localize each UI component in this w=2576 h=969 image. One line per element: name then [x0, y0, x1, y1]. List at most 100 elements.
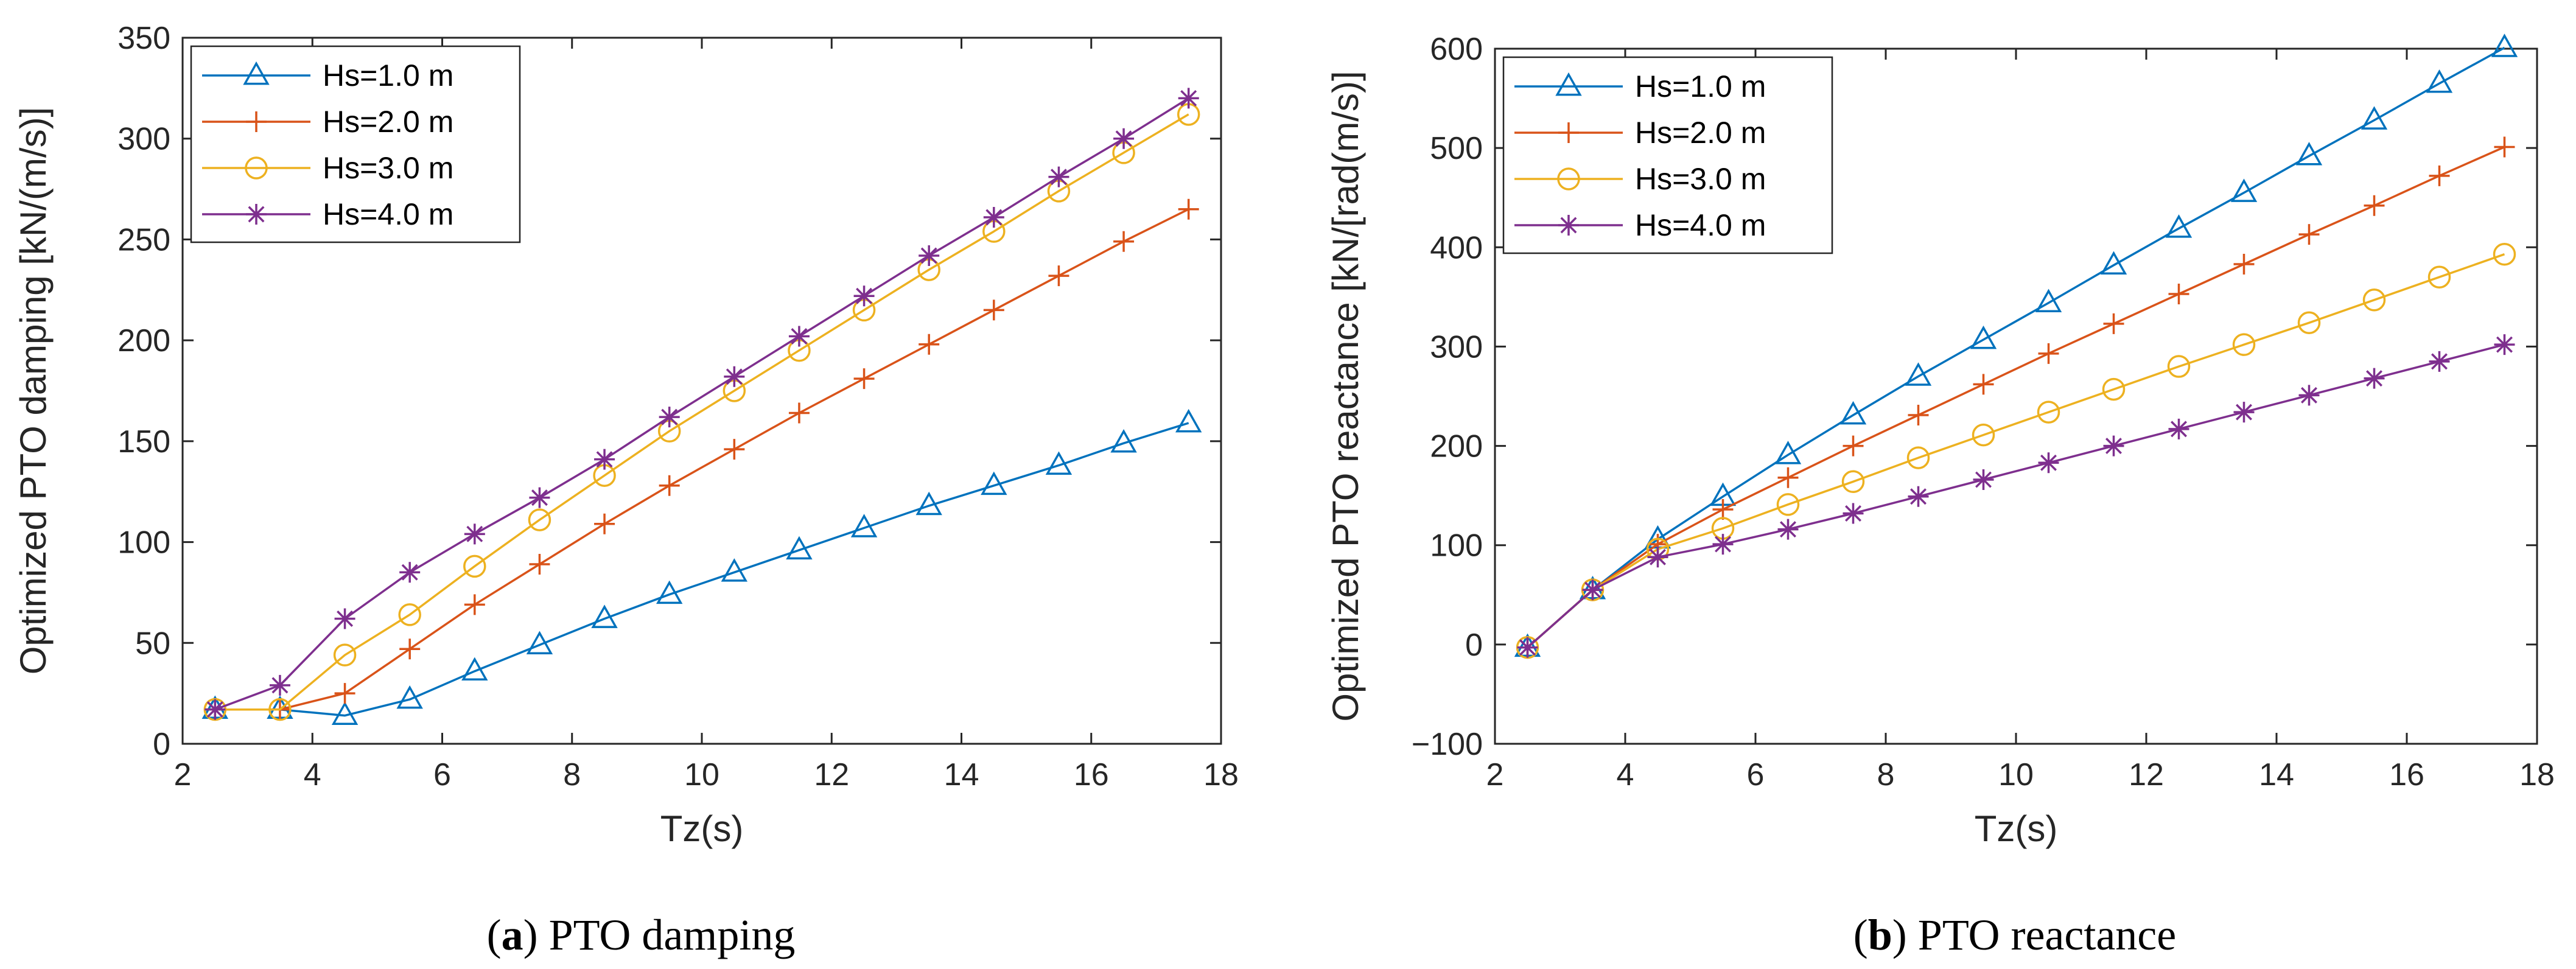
x-axis-title: Tz(s): [1975, 808, 2058, 849]
y-tick-label: 250: [117, 222, 170, 257]
data-point: [788, 326, 810, 347]
y-tick-label: 500: [1430, 131, 1483, 166]
x-tick-label: 12: [2129, 757, 2164, 792]
data-point: [1776, 493, 1800, 516]
x-tick-label: 10: [1998, 757, 2034, 792]
series-line: [1527, 46, 2505, 649]
data-point: [1647, 547, 1668, 568]
x-tick-label: 12: [814, 757, 849, 792]
series-3: [203, 103, 1200, 721]
data-point: [2429, 351, 2450, 372]
data-point: [333, 643, 357, 666]
y-tick-label: −100: [1412, 727, 1483, 762]
x-tick-label: 18: [2519, 757, 2555, 792]
data-point: [2362, 289, 2386, 312]
figure-caption: (a) PTO damping: [487, 911, 796, 959]
y-tick-label: 0: [1465, 628, 1483, 663]
x-tick-label: 14: [2259, 757, 2294, 792]
legend-marker: [245, 156, 268, 180]
data-point: [2232, 333, 2256, 356]
data-point: [724, 439, 745, 460]
y-tick-label: 300: [1430, 329, 1483, 365]
data-point: [399, 562, 421, 583]
y-tick-label: 100: [117, 525, 170, 561]
y-axis-title: Optimized PTO reactance [kN/[rad(m/s)]: [1325, 71, 1366, 721]
data-point: [2038, 343, 2059, 364]
y-tick-label: 50: [135, 626, 170, 661]
caption-letter: a: [502, 911, 523, 959]
data-point: [1843, 503, 1864, 524]
x-tick-label: 2: [1486, 757, 1504, 792]
data-point: [915, 491, 942, 516]
series-line: [215, 113, 1189, 711]
legend-entry: Hs=4.0 m: [1635, 208, 1766, 242]
data-point: [2168, 418, 2189, 439]
data-point: [594, 449, 615, 470]
data-point: [1110, 429, 1137, 453]
data-point: [2494, 334, 2515, 355]
series-line: [1527, 145, 2505, 649]
data-point: [1841, 470, 1865, 494]
series-3: [1516, 242, 2516, 659]
legend-box: [190, 45, 521, 243]
data-point: [919, 334, 940, 355]
data-point: [1178, 198, 1199, 220]
series-line: [214, 97, 1189, 711]
data-point: [2494, 136, 2515, 158]
data-point: [853, 368, 875, 390]
legend-marker: [1557, 167, 1580, 191]
data-point: [919, 245, 940, 266]
data-point: [2364, 368, 2385, 389]
caption-letter: b: [1868, 911, 1892, 959]
legend-marker: [246, 111, 267, 132]
legend-entry: Hs=1.0 m: [1635, 69, 1766, 103]
legend-marker: [1555, 72, 1582, 96]
x-tick-label: 4: [304, 757, 321, 792]
data-point: [2298, 385, 2320, 406]
data-point: [2035, 289, 2062, 312]
data-point: [1777, 467, 1799, 488]
data-point: [2103, 435, 2124, 457]
data-point: [1178, 88, 1199, 109]
data-point: [2429, 165, 2450, 186]
x-tick-label: 18: [1203, 757, 1239, 792]
data-point: [721, 558, 748, 582]
data-point: [591, 604, 618, 628]
data-point: [1774, 441, 1802, 464]
y-tick-label: 350: [117, 21, 170, 56]
x-tick-label: 8: [1877, 757, 1895, 792]
data-point: [2426, 69, 2453, 93]
data-point: [2037, 401, 2060, 424]
data-point: [269, 674, 290, 696]
data-point: [1973, 374, 1994, 395]
x-tick-label: 10: [684, 757, 719, 792]
data-point: [2230, 178, 2258, 202]
legend-box: [1502, 56, 1833, 254]
series-4: [1517, 334, 2515, 658]
data-point: [1517, 637, 1538, 658]
data-point: [2038, 452, 2059, 474]
legend-marker: [1558, 122, 1579, 143]
figure-caption: (b) PTO reactance: [1853, 911, 2176, 959]
data-point: [1970, 325, 1997, 349]
data-point: [2491, 33, 2518, 57]
data-point: [529, 554, 550, 575]
data-point: [464, 523, 485, 545]
data-point: [659, 407, 680, 428]
data-point: [464, 594, 485, 615]
x-tick-label: 2: [174, 757, 192, 792]
data-point: [981, 471, 1007, 495]
data-point: [2233, 254, 2255, 275]
x-tick-label: 4: [1617, 757, 1634, 792]
y-tick-label: 400: [1430, 230, 1483, 265]
data-point: [2295, 142, 2323, 166]
data-point: [1048, 166, 1069, 187]
chart-1: 2 4 6 8 10 12 14 16 18 0 50 100 150 200 250 300 350 Tz(s)…: [13, 21, 1239, 959]
legend-entry: Hs=1.0 m: [323, 58, 453, 93]
series-4: [205, 88, 1199, 720]
data-point: [396, 685, 423, 709]
data-point: [724, 366, 745, 387]
data-point: [334, 683, 355, 704]
data-point: [1712, 498, 1734, 520]
x-tick-label: 16: [1074, 757, 1109, 792]
